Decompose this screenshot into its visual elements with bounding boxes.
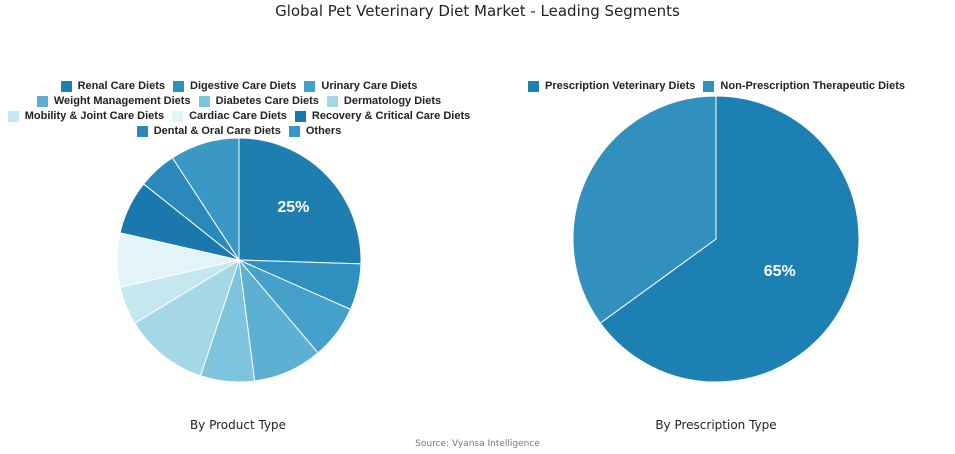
legend-label: Urinary Care Diets bbox=[321, 80, 418, 92]
legend-label: Cardiac Care Diets bbox=[189, 110, 287, 122]
legend-swatch bbox=[60, 80, 72, 92]
legend-swatch bbox=[703, 80, 715, 92]
legend-swatch bbox=[7, 110, 19, 122]
product-type-subtitle: By Product Type bbox=[189, 418, 287, 432]
slice-data-label: 25% bbox=[277, 199, 309, 216]
legend-swatch bbox=[36, 95, 48, 107]
pie-slice-dermatology-diets bbox=[133, 258, 240, 377]
legend-item-dermatology-diets: Dermatology Diets bbox=[326, 95, 442, 107]
legend-item-prescription-veterinary-diets: Prescription Veterinary Diets bbox=[528, 80, 695, 92]
legend-item-weight-management-diets: Weight Management Diets bbox=[36, 95, 191, 107]
product-type-legend: Renal Care Diets Digestive Care Diets Urin… bbox=[0, 80, 478, 137]
legend-label: Diabetes Care Diets bbox=[215, 95, 319, 107]
legend-label: Dermatology Diets bbox=[343, 95, 442, 107]
legend-item-digestive-care-diets: Digestive Care Diets bbox=[173, 80, 296, 92]
legend-label: Mobility & Joint Care Diets bbox=[24, 110, 165, 122]
prescription-type-pie: 65% bbox=[572, 95, 860, 383]
legend-swatch bbox=[173, 80, 185, 92]
chart-title: Global Pet Veterinary Diet Market - Lead… bbox=[275, 2, 680, 20]
legend-item-cardiac-care-diets: Cardiac Care Diets bbox=[172, 110, 287, 122]
pie-slice-others bbox=[171, 137, 240, 262]
legend-label: Prescription Veterinary Diets bbox=[545, 80, 696, 92]
legend-item-mobility-and-joint-care-diets: Mobility & Joint Care Diets bbox=[7, 110, 165, 122]
product-type-pie: 25% bbox=[116, 137, 362, 383]
legend-label: Non-Prescription Therapeutic Diets bbox=[720, 80, 905, 92]
legend-label: Weight Management Diets bbox=[53, 95, 191, 107]
pie-slice-prescription-veterinary-diets bbox=[599, 95, 860, 383]
legend-swatch bbox=[326, 95, 338, 107]
legend-item-dental-and-oral-care-diets: Dental & Oral Care Diets bbox=[136, 125, 281, 137]
prescription-type-subtitle: By Prescription Type bbox=[655, 418, 777, 432]
legend-swatch bbox=[294, 110, 306, 122]
legend-swatch bbox=[288, 125, 300, 137]
legend-swatch bbox=[198, 95, 210, 107]
legend-item-recovery-and-critical-care-diets: Recovery & Critical Care Diets bbox=[294, 110, 471, 122]
slice-data-label: 65% bbox=[764, 263, 796, 280]
prescription-type-legend: Prescription Veterinary Diets Non-Prescri… bbox=[478, 80, 955, 92]
legend-label: Others bbox=[305, 125, 342, 137]
legend-item-urinary-care-diets: Urinary Care Diets bbox=[304, 80, 417, 92]
legend-label: Digestive Care Diets bbox=[190, 80, 297, 92]
legend-item-others: Others bbox=[288, 125, 342, 137]
legend-swatch bbox=[528, 80, 539, 92]
legend-swatch bbox=[304, 80, 316, 92]
legend-label: Dental & Oral Care Diets bbox=[153, 125, 281, 137]
pie-slice-renal-care-diets bbox=[238, 137, 362, 265]
legend-swatch bbox=[136, 125, 148, 137]
source-note: Source: Vyansa Intelligence bbox=[415, 439, 540, 449]
legend-label: Recovery & Critical Care Diets bbox=[311, 110, 471, 122]
legend-swatch bbox=[172, 110, 184, 122]
legend-item-non-prescription-therapeutic-diets: Non-Prescription Therapeutic Diets bbox=[703, 80, 905, 92]
pie-slice-non-prescription-therapeutic-diets bbox=[572, 95, 717, 324]
legend-item-diabetes-care-diets: Diabetes Care Diets bbox=[198, 95, 319, 107]
legend-item-renal-care-diets: Renal Care Diets bbox=[60, 80, 166, 92]
legend-label: Renal Care Diets bbox=[77, 80, 166, 92]
